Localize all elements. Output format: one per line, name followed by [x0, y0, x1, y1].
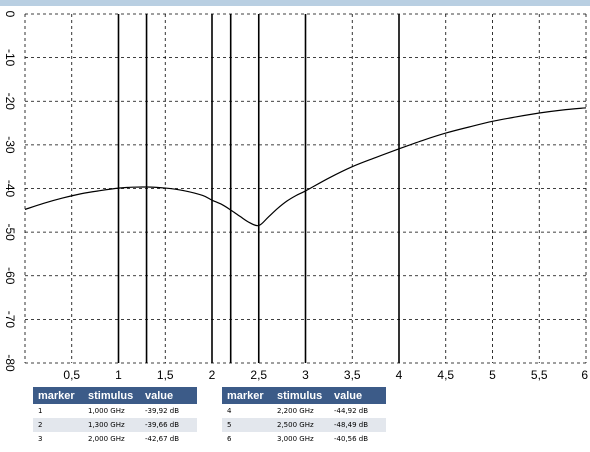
x-tick-label: 1 [115, 368, 122, 382]
marker-stimulus: 2,000 GHz [83, 432, 140, 446]
x-tick-label: 3,5 [344, 368, 361, 382]
marker-table-right-wrap: marker stimulus value 4 2,200 GHz -44,92… [222, 387, 386, 446]
marker-table-header: marker stimulus value [222, 387, 386, 404]
x-tick-label: 2 [209, 368, 216, 382]
marker-stimulus: 2,500 GHz [272, 418, 329, 432]
y-tick-label: 0 [3, 11, 17, 18]
x-tick-labels: 0,5 1 1,5 2 2,5 3 3,5 4 4,5 5 5,5 6 [63, 368, 588, 382]
marker-table-left: marker stimulus value 1 1,000 GHz -39,92… [33, 387, 197, 446]
marker-id: 6 [222, 432, 272, 446]
marker-value: -42,67 dB [140, 432, 197, 446]
marker-value: -48,49 dB [329, 418, 386, 432]
marker-row: 1 1,000 GHz -39,92 dB [33, 404, 197, 418]
y-tick-label: -60 [3, 267, 17, 285]
marker-id: 3 [33, 432, 83, 446]
marker-value: -39,66 dB [140, 418, 197, 432]
marker-lines [117, 14, 400, 363]
x-tick-label: 4,5 [437, 368, 454, 382]
x-tick-label: 2,5 [250, 368, 267, 382]
chart-top-frame [0, 0, 590, 6]
marker-id: 2 [33, 418, 83, 432]
x-tick-label: 4 [396, 368, 403, 382]
marker-id: 5 [222, 418, 272, 432]
marker-stimulus: 2,200 GHz [272, 404, 329, 418]
x-tick-label: 6 [581, 368, 588, 382]
y-tick-label: -20 [3, 93, 17, 111]
marker-table-header: marker stimulus value [33, 387, 197, 404]
marker-row: 5 2,500 GHz -48,49 dB [222, 418, 386, 432]
marker-row: 3 2,000 GHz -42,67 dB [33, 432, 197, 446]
y-tick-label: -80 [3, 354, 17, 372]
x-tick-label: 1,5 [157, 368, 174, 382]
marker-id: 1 [33, 404, 83, 418]
trace-layer [24, 107, 587, 227]
marker-row: 6 3,000 GHz -40,56 dB [222, 432, 386, 446]
y-tick-label: -40 [3, 180, 17, 198]
y-tick-label: -10 [3, 49, 17, 67]
header-value: value [140, 387, 197, 404]
header-marker: marker [33, 387, 83, 404]
marker-table-right: marker stimulus value 4 2,200 GHz -44,92… [222, 387, 386, 446]
header-stimulus: stimulus [83, 387, 140, 404]
marker-value: -39,92 dB [140, 404, 197, 418]
marker-value: -40,56 dB [329, 432, 386, 446]
marker-id: 4 [222, 404, 272, 418]
y-tick-labels: 0 -10 -20 -30 -40 -50 -60 -70 -80 [3, 11, 17, 372]
marker-stimulus: 1,300 GHz [83, 418, 140, 432]
marker-row: 4 2,200 GHz -44,92 dB [222, 404, 386, 418]
marker-table-left-wrap: marker stimulus value 1 1,000 GHz -39,92… [33, 387, 197, 446]
y-tick-label: -50 [3, 223, 17, 241]
x-tick-label: 5,5 [531, 368, 548, 382]
marker-stimulus: 1,000 GHz [83, 404, 140, 418]
marker-row: 2 1,300 GHz -39,66 dB [33, 418, 197, 432]
trace-line [24, 107, 587, 227]
marker-value: -44,92 dB [329, 404, 386, 418]
y-tick-label: -70 [3, 311, 17, 329]
y-tick-label: -30 [3, 136, 17, 154]
x-tick-label: 5 [489, 368, 496, 382]
header-value: value [329, 387, 386, 404]
header-stimulus: stimulus [272, 387, 329, 404]
marker-stimulus: 3,000 GHz [272, 432, 329, 446]
header-marker: marker [222, 387, 272, 404]
x-tick-label: 3 [302, 368, 309, 382]
x-tick-label: 0,5 [63, 368, 80, 382]
